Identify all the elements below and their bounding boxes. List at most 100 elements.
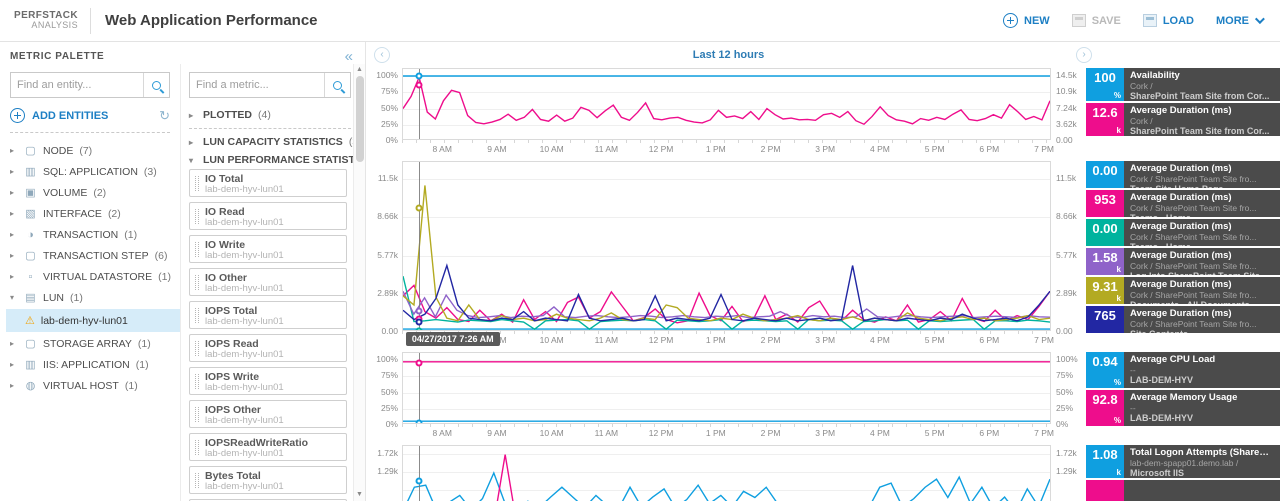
time-next-button[interactable]: ›: [1076, 47, 1092, 63]
entity-group-virtual-datastore[interactable]: ▸ ▫ VIRTUAL DATASTORE (1): [10, 266, 171, 287]
chart-plot-4[interactable]: [402, 445, 1051, 501]
legend-text: [1124, 480, 1280, 501]
drag-handle-icon[interactable]: [195, 209, 199, 224]
entity-group-transaction-step[interactable]: ▸ ▢ TRANSACTION STEP (6): [10, 245, 170, 266]
caret-icon[interactable]: ▸: [10, 339, 15, 348]
legend-item[interactable]: 0.00 Average Duration (ms) Cork / SharePoi…: [1086, 219, 1280, 246]
entity-group-interface[interactable]: ▸ ▧ INTERFACE (2): [10, 203, 170, 224]
chart-canvas[interactable]: [403, 446, 1050, 501]
legend-item[interactable]: 100% Availability Cork / SharePoint Team Si…: [1086, 68, 1280, 101]
metric-entity: lab-dem-hyv-lun01: [205, 184, 284, 196]
metric-search-input[interactable]: [190, 79, 324, 91]
metric-card-iops-write[interactable]: IOPS Write lab-dem-hyv-lun01: [189, 367, 347, 395]
caret-icon[interactable]: ▸: [10, 360, 15, 369]
new-button[interactable]: NEW: [1003, 13, 1050, 28]
caret-icon[interactable]: ▸: [10, 251, 15, 260]
metric-card-io-write[interactable]: IO Write lab-dem-hyv-lun01: [189, 235, 347, 263]
legend-item[interactable]: 92.8% Average Memory Usage -- LAB-DEM-HYV: [1086, 390, 1280, 426]
time-prev-button[interactable]: ‹: [374, 47, 390, 63]
caret-icon[interactable]: ▾: [189, 155, 194, 165]
legend-item[interactable]: 1.58 k Average Duration (ms) Cork / SharePo…: [1086, 248, 1280, 275]
entity-group-lun[interactable]: ▾ ▤ LUN (1): [10, 287, 170, 308]
entity-group-node[interactable]: ▸ ▢ NODE (7): [10, 140, 170, 161]
caret-icon[interactable]: ▸: [189, 137, 194, 147]
metric-card-io-other[interactable]: IO Other lab-dem-hyv-lun01: [189, 268, 347, 296]
metric-card-bytes-total[interactable]: Bytes Total lab-dem-hyv-lun01: [189, 466, 347, 494]
legend-item[interactable]: 0.94% Average CPU Load -- LAB-DEM-HYV: [1086, 352, 1280, 388]
legend-value: 953: [1094, 192, 1116, 207]
metric-card-io-read[interactable]: IO Read lab-dem-hyv-lun01: [189, 202, 347, 230]
caret-icon[interactable]: ▸: [10, 188, 15, 197]
drag-handle-icon[interactable]: [195, 473, 199, 488]
metric-group-lun-capacity-statistics[interactable]: ▸ LUN CAPACITY STATISTICS (3): [189, 133, 353, 151]
drag-handle-icon[interactable]: [195, 308, 199, 323]
chart-legend: 0.00 Average Duration (ms) Cork / SharePoi…: [1086, 161, 1280, 347]
entity-group-storage-array[interactable]: ▸ ▢ STORAGE ARRAY (1): [10, 333, 170, 354]
entity-group-volume[interactable]: ▸ ▣ VOLUME (2): [10, 182, 170, 203]
drag-handle-icon[interactable]: [195, 374, 199, 389]
metric-card-iops-other[interactable]: IOPS Other lab-dem-hyv-lun01: [189, 400, 347, 428]
chart-plot-1[interactable]: [402, 68, 1051, 140]
drag-handle-icon[interactable]: [195, 176, 199, 191]
chart-plot-2[interactable]: [402, 161, 1051, 331]
caret-icon[interactable]: ▸: [10, 230, 15, 239]
entity-item-lab-dem-hyv-lun01[interactable]: ⚠ lab-dem-hyv-lun01: [6, 309, 180, 332]
caret-icon[interactable]: ▸: [10, 167, 15, 176]
chart-canvas[interactable]: [403, 69, 1050, 139]
caret-icon[interactable]: ▸: [10, 209, 15, 218]
metric-card-iops-read[interactable]: IOPS Read lab-dem-hyv-lun01: [189, 334, 347, 362]
entity-search-button[interactable]: [143, 73, 169, 97]
entity-group-sql-application[interactable]: ▸ ▥ SQL: APPLICATION (3): [10, 161, 170, 182]
metric-groups: ▸ PLOTTED (4) ▸ LUN CAPACITY STATISTICS (3) ▾ L…: [189, 106, 353, 169]
metrics-scrollbar[interactable]: ▲ ▼: [353, 64, 365, 501]
legend-item[interactable]: 953 Average Duration (ms) Cork / SharePoin…: [1086, 190, 1280, 217]
drag-handle-icon[interactable]: [195, 242, 199, 257]
legend-item[interactable]: 1.08 k Total Logon Attempts (SharePo... lab…: [1086, 445, 1280, 478]
scrollbar-thumb[interactable]: [355, 76, 364, 162]
legend-object-name: Site Contents: [1130, 329, 1274, 333]
metric-group-plotted[interactable]: ▸ PLOTTED (4): [189, 106, 351, 124]
entity-group-iis-application[interactable]: ▸ ▥ IIS: APPLICATION (1): [10, 354, 170, 375]
metric-search-button[interactable]: [324, 73, 350, 97]
chart-plot-3[interactable]: [402, 352, 1051, 424]
drag-handle-icon[interactable]: [195, 275, 199, 290]
x-tick-label: 1 PM: [705, 428, 726, 438]
legend-item[interactable]: 12.6 k Average Duration (ms) Cork / SharePoi…: [1086, 103, 1280, 136]
x-tick-label: 5 PM: [924, 428, 945, 438]
metric-card-iops-total[interactable]: IOPS Total lab-dem-hyv-lun01: [189, 301, 347, 329]
drag-handle-icon[interactable]: [195, 341, 199, 356]
y-axis-right: 100% 75% 50% 25% 0%: [1051, 352, 1085, 429]
entity-group-virtual-host[interactable]: ▸ ◍ VIRTUAL HOST (1): [10, 375, 170, 396]
caret-icon[interactable]: ▸: [10, 146, 15, 155]
metric-group-lun-performance-statist-[interactable]: ▾LUN PERFORMANCE STATIST...(28): [189, 151, 353, 169]
caret-icon[interactable]: ▸: [10, 272, 15, 281]
caret-icon[interactable]: ▸: [189, 110, 194, 120]
y-tick-left: 0.00: [381, 326, 398, 336]
save-button[interactable]: SAVE: [1071, 14, 1121, 27]
refresh-icon[interactable]: ↻: [159, 107, 170, 123]
legend-value: 765: [1094, 308, 1116, 323]
drag-handle-icon[interactable]: [195, 407, 199, 422]
chart-canvas[interactable]: [403, 162, 1050, 330]
chart-canvas[interactable]: [403, 353, 1050, 423]
load-button[interactable]: LOAD: [1142, 14, 1194, 27]
add-entities-button[interactable]: ADD ENTITIES: [32, 109, 109, 122]
entity-group-transaction[interactable]: ▸ ◑ TRANSACTION (1): [10, 224, 170, 245]
entity-group-label: SQL: APPLICATION: [43, 165, 138, 178]
scroll-down-icon[interactable]: ▼: [356, 491, 363, 498]
legend-item[interactable]: 765 Average Duration (ms) Cork / SharePoin…: [1086, 306, 1280, 333]
entity-search-input[interactable]: [11, 79, 143, 91]
legend-item[interactable]: 0.00 Average Duration (ms) Cork / SharePoi…: [1086, 161, 1280, 188]
metric-card-iopsreadwriteratio[interactable]: IOPSReadWriteRatio lab-dem-hyv-lun01: [189, 433, 347, 461]
drag-handle-icon[interactable]: [195, 440, 199, 455]
caret-icon[interactable]: ▸: [10, 381, 15, 390]
caret-icon[interactable]: ▾: [10, 293, 15, 302]
legend-item[interactable]: [1086, 480, 1280, 501]
collapse-palette-button[interactable]: «: [344, 47, 353, 65]
metric-card-io-total[interactable]: IO Total lab-dem-hyv-lun01: [189, 169, 347, 197]
more-menu-button[interactable]: MORE: [1216, 14, 1265, 27]
scroll-up-icon[interactable]: ▲: [356, 66, 363, 73]
legend-item[interactable]: 9.31 k Average Duration (ms) Cork / SharePo…: [1086, 277, 1280, 304]
entity-group-count: (1): [137, 337, 151, 350]
